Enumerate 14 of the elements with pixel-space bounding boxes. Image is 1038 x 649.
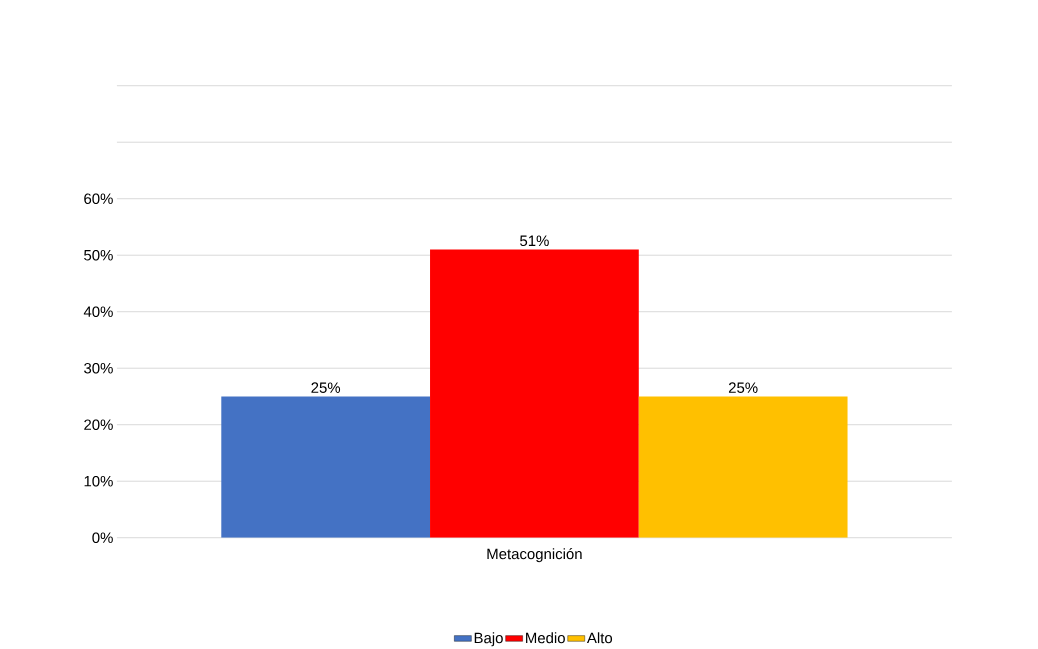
y-tick-label: 40% (83, 306, 113, 318)
legend-label: Medio (526, 632, 565, 644)
y-tick-label: 10% (84, 476, 113, 487)
y-tick-label: 20% (84, 419, 113, 431)
legend-label: Alto (586, 632, 613, 644)
y-tick-label: 50% (84, 250, 113, 261)
data-label: 25% (728, 382, 758, 394)
legend-label: Bajo (474, 632, 503, 647)
y-tick-label: 30% (84, 363, 113, 374)
data-label: 51% (520, 235, 549, 247)
y-tick-label: 0% (92, 532, 113, 544)
data-label: 25% (311, 382, 341, 394)
y-tick-label: 60% (84, 193, 113, 205)
x-axis-title: Metacognición (487, 548, 582, 563)
